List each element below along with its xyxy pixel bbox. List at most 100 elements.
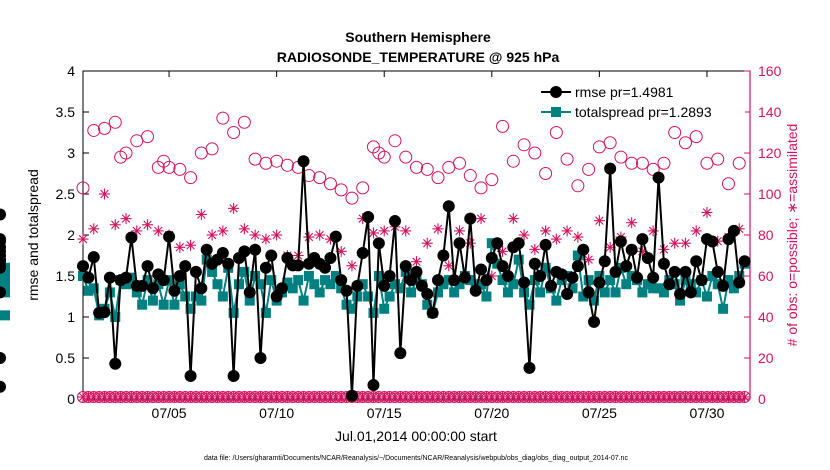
obs-assimilated-marker-stroke xyxy=(89,224,98,234)
obs-possible-marker xyxy=(259,156,273,170)
obs-assimilated-marker-stroke xyxy=(412,257,421,266)
totalspread-series-point xyxy=(685,279,696,290)
obs-assimilated-marker xyxy=(260,233,272,245)
obs-possible-marker xyxy=(334,183,348,197)
rmse-series-point xyxy=(200,243,213,256)
y-left-tick-label: 1.5 xyxy=(56,268,76,284)
obs-assimilated-marker-stroke xyxy=(100,189,109,199)
x-axis-label: Jul.01,2014 00:00:00 start xyxy=(335,428,497,444)
obs-assimilated-marker-stroke xyxy=(369,228,378,238)
rmse-series-point xyxy=(679,265,692,278)
obs-assimilated-low-marker xyxy=(739,391,751,403)
totalspread-series-point xyxy=(244,295,255,306)
rmse-series-point xyxy=(555,268,568,281)
rmse-series-point xyxy=(0,286,6,299)
totalspread-series-point xyxy=(314,287,325,298)
totalspread-series-point xyxy=(147,295,158,306)
obs-count-markers xyxy=(76,111,751,403)
legend-rmse-marker xyxy=(550,86,562,98)
y-right-tick-label: 120 xyxy=(758,145,782,161)
obs-assimilated-marker xyxy=(572,231,584,243)
rmse-series-point xyxy=(690,255,703,268)
y-axis-right: 0 20 40 60 80 100 120 140 160 xyxy=(744,63,782,407)
totalspread-series-point xyxy=(83,285,94,296)
rmse-series-point xyxy=(120,271,133,284)
obs-possible-marker xyxy=(237,115,251,129)
obs-assimilated-marker xyxy=(303,231,315,243)
obs-assimilated-marker-stroke xyxy=(573,232,583,242)
rmse-series-point xyxy=(351,279,364,292)
rmse-series-point xyxy=(604,162,617,175)
obs-assimilated-marker xyxy=(109,219,121,231)
obs-assimilated-marker xyxy=(99,188,111,200)
obs-assimilated-marker-stroke xyxy=(207,230,217,240)
totalspread-series-point xyxy=(658,287,669,298)
obs-assimilated-marker xyxy=(271,229,283,241)
obs-possible-marker xyxy=(571,179,585,193)
rmse-series-point xyxy=(609,265,622,278)
obs-assimilated-marker-stroke xyxy=(240,224,249,234)
obs-assimilated-marker xyxy=(88,223,100,235)
totalspread-series-point xyxy=(502,287,513,298)
obs-assimilated-marker-stroke xyxy=(121,214,131,223)
obs-possible-marker xyxy=(184,171,198,185)
rmse-series-point xyxy=(216,247,229,260)
obs-assimilated-marker-stroke xyxy=(584,255,593,264)
rmse-series-point xyxy=(448,274,461,287)
totalspread-series-point xyxy=(497,275,508,286)
obs-possible-marker xyxy=(721,177,735,191)
obs-assimilated-marker xyxy=(378,225,390,237)
totalspread-series-point xyxy=(540,262,551,273)
obs-assimilated-marker-stroke xyxy=(423,238,432,248)
totalspread-series-point xyxy=(190,291,201,302)
totalspread-series-point xyxy=(255,279,266,290)
obs-possible-marker xyxy=(711,152,725,166)
totalspread-series-point xyxy=(207,266,218,277)
y-right-tick-label: 0 xyxy=(758,391,766,407)
obs-assimilated-marker-stroke xyxy=(347,261,357,270)
totalspread-series-point xyxy=(406,287,417,298)
obs-assimilated-marker-stroke xyxy=(401,226,410,236)
obs-assimilated-marker-stroke xyxy=(681,238,690,248)
totalspread-series-point xyxy=(610,287,621,298)
rmse-series-point xyxy=(103,271,116,284)
obs-possible-marker xyxy=(108,115,122,129)
rmse-series-point xyxy=(426,306,439,319)
obs-possible-marker xyxy=(614,150,628,164)
rmse-series-point xyxy=(179,260,192,273)
totalspread-series-point xyxy=(320,275,331,286)
obs-assimilated-marker xyxy=(475,213,487,225)
legend: rmse pr=1.4981 totalspread pr=1.2893 xyxy=(533,80,745,122)
obs-possible-marker xyxy=(431,171,445,185)
obs-assimilated-marker-stroke xyxy=(304,232,314,242)
legend-spread-label: totalspread pr=1.2893 xyxy=(575,104,712,120)
totalspread-series-point xyxy=(395,283,406,294)
rmse-series-point xyxy=(259,261,272,274)
rmse-series-point xyxy=(345,389,358,402)
totalspread-series-point xyxy=(201,254,212,265)
totalspread-series-point xyxy=(481,291,492,302)
obs-possible-marker xyxy=(173,162,187,176)
rmse-series-point xyxy=(668,265,681,278)
rmse-series-point xyxy=(733,276,746,289)
obs-possible-marker xyxy=(76,181,90,195)
x-tick-label: 07/20 xyxy=(474,405,509,421)
obs-assimilated-marker-stroke xyxy=(595,216,604,225)
rmse-series-point xyxy=(243,286,256,299)
rmse-series-point xyxy=(652,171,665,184)
totalspread-series-point xyxy=(637,287,648,298)
totalspread-series-point xyxy=(389,279,400,290)
data-file-footnote: data file: /Users/gharamti/Documents/NCA… xyxy=(204,455,628,462)
totalspread-series-point xyxy=(260,307,271,318)
rmse-series-point xyxy=(394,347,407,360)
totalspread-series-point xyxy=(642,279,653,290)
chart-subtitle: RADIOSONDE_TEMPERATURE @ 925 hPa xyxy=(277,49,560,65)
rmse-series-point xyxy=(657,257,670,270)
obs-assimilated-marker-stroke xyxy=(197,210,206,219)
obs-assimilated-marker-stroke xyxy=(605,243,615,252)
obs-assimilated-marker-stroke xyxy=(186,241,195,250)
totalspread-series-point xyxy=(250,271,261,281)
rmse-series-point xyxy=(77,260,89,273)
obs-assimilated-marker xyxy=(518,229,530,241)
obs-possible-marker xyxy=(87,123,101,137)
